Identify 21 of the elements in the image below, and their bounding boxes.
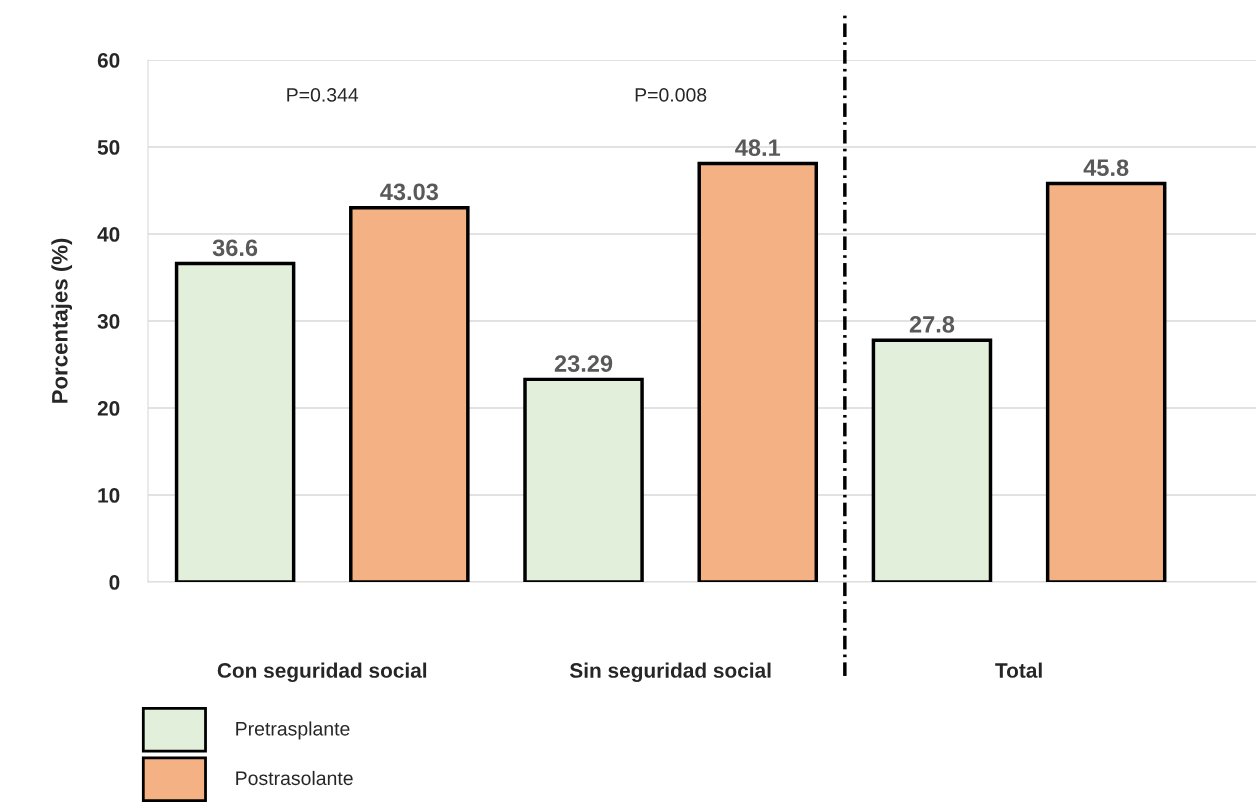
data-label: 36.6 bbox=[212, 239, 258, 257]
annotation: P=0.008 bbox=[635, 87, 707, 102]
data-label: 48.1 bbox=[735, 139, 781, 157]
x-tick-label: Con seguridad social bbox=[217, 662, 427, 683]
data-label: 27.8 bbox=[909, 315, 955, 333]
y-tick-label: 60 bbox=[97, 53, 120, 68]
y-axis-title: Porcentajes (%) bbox=[51, 238, 73, 403]
data-label: 45.8 bbox=[1083, 159, 1129, 177]
y-tick-label: 50 bbox=[97, 140, 120, 155]
legend-label: Postrasolante bbox=[236, 770, 353, 786]
x-tick-label: Total bbox=[995, 662, 1042, 678]
y-tick-label: 10 bbox=[98, 488, 120, 503]
legend-label: Pretrasplante bbox=[236, 721, 350, 740]
y-tick-label: 40 bbox=[97, 227, 120, 242]
x-tick-label: Sin seguridad social bbox=[569, 662, 771, 683]
annotation: P=0.344 bbox=[287, 87, 359, 102]
y-tick-label: 20 bbox=[97, 401, 120, 416]
y-tick-label: 0 bbox=[109, 575, 120, 590]
data-label: 43.03 bbox=[380, 183, 439, 201]
data-label: 23.29 bbox=[554, 355, 613, 372]
y-tick-label: 30 bbox=[97, 314, 120, 329]
